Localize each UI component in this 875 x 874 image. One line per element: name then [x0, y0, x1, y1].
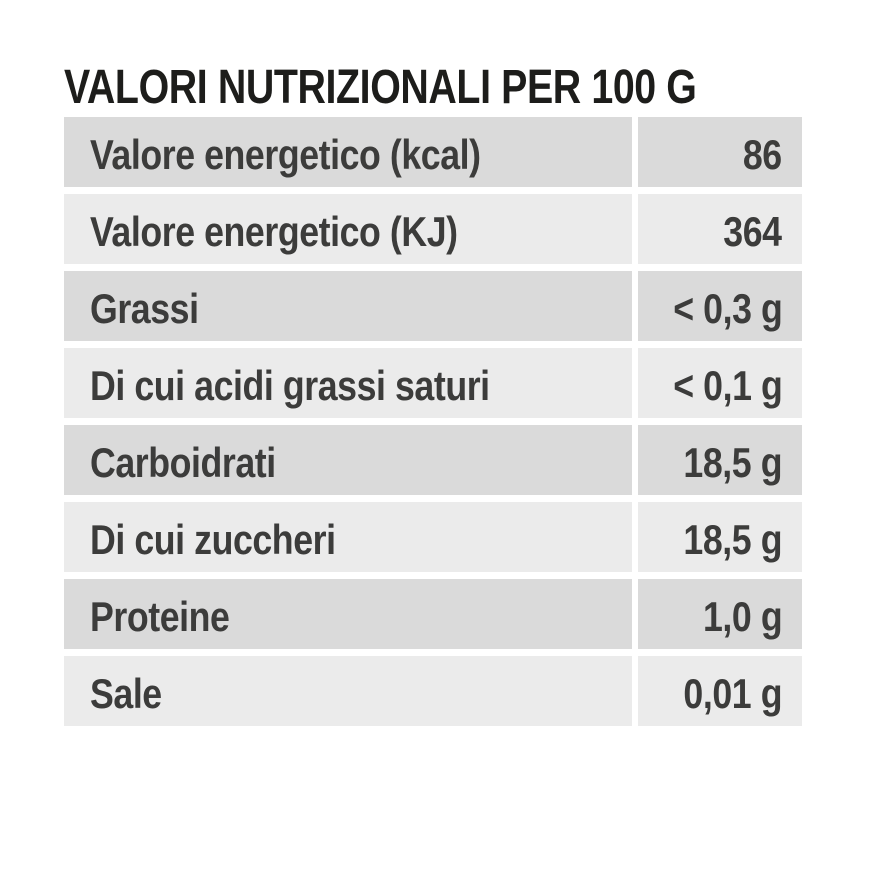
nutrient-value: 18,5 g	[683, 439, 782, 486]
nutrient-value-cell: 18,5 g	[638, 502, 802, 572]
nutrient-label: Valore energetico (KJ)	[90, 208, 458, 255]
table-row-energy-kj: Valore energetico (KJ) 364	[64, 194, 802, 264]
nutrient-label-cell: Grassi	[64, 271, 632, 341]
nutrient-label: Carboidrati	[90, 439, 276, 486]
nutrition-table: Valore energetico (kcal) 86 Valore energ…	[64, 117, 802, 726]
table-row-carbohydrates: Carboidrati 18,5 g	[64, 425, 802, 495]
nutrient-label: Di cui acidi grassi saturi	[90, 362, 490, 409]
table-row-fat: Grassi < 0,3 g	[64, 271, 802, 341]
nutrient-value-cell: < 0,1 g	[638, 348, 802, 418]
nutrient-label: Sale	[90, 670, 162, 717]
nutrient-value: 18,5 g	[683, 516, 782, 563]
nutrient-value: < 0,3 g	[672, 285, 783, 332]
nutrient-label: Grassi	[90, 285, 199, 332]
nutrient-label-cell: Valore energetico (KJ)	[64, 194, 632, 264]
nutrient-value: 1,0 g	[702, 593, 783, 640]
nutrient-label-cell: Di cui zuccheri	[64, 502, 632, 572]
nutrient-value-cell: 86	[638, 117, 802, 187]
nutrient-label-cell: Carboidrati	[64, 425, 632, 495]
nutrient-label-cell: Di cui acidi grassi saturi	[64, 348, 632, 418]
nutrient-value-cell: 18,5 g	[638, 425, 802, 495]
table-title: VALORI NUTRIZIONALI PER 100 G	[64, 61, 697, 114]
table-row-energy-kcal: Valore energetico (kcal) 86	[64, 117, 802, 187]
nutrient-label: Valore energetico (kcal)	[90, 131, 481, 178]
table-row-sugars: Di cui zuccheri 18,5 g	[64, 502, 802, 572]
nutrient-label: Di cui zuccheri	[90, 516, 336, 563]
nutrient-label-cell: Valore energetico (kcal)	[64, 117, 632, 187]
nutrient-value-cell: 1,0 g	[638, 579, 802, 649]
nutrient-value: 86	[743, 131, 782, 178]
nutrient-value: 364	[723, 208, 783, 255]
nutrient-value-cell: 0,01 g	[638, 656, 802, 726]
nutrient-value-cell: < 0,3 g	[638, 271, 802, 341]
table-row-salt: Sale 0,01 g	[64, 656, 802, 726]
nutrient-label-cell: Sale	[64, 656, 632, 726]
nutrient-label: Proteine	[90, 593, 230, 640]
table-row-saturated-fat: Di cui acidi grassi saturi < 0,1 g	[64, 348, 802, 418]
nutrient-value-cell: 364	[638, 194, 802, 264]
nutrient-value: < 0,1 g	[672, 362, 783, 409]
nutrient-value: 0,01 g	[683, 670, 782, 717]
table-row-protein: Proteine 1,0 g	[64, 579, 802, 649]
nutrient-label-cell: Proteine	[64, 579, 632, 649]
